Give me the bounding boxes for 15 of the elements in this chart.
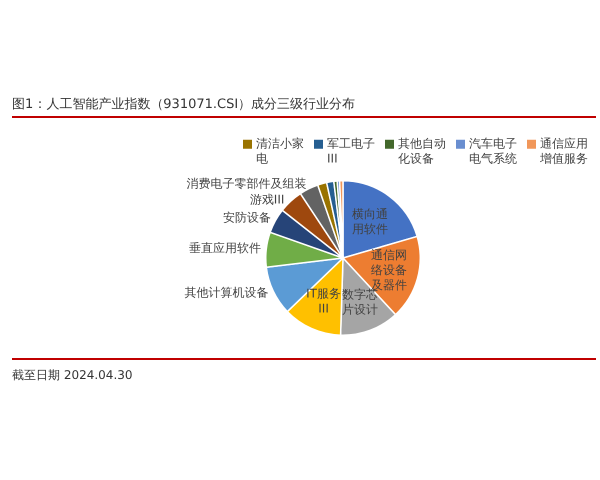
legend-label: 汽车电子电气系统: [469, 136, 517, 166]
legend-label: 军工电子III: [327, 136, 375, 166]
chart-title: 图1：人工智能产业指数（931071.CSI）成分三级行业分布: [12, 96, 596, 118]
text: 截至日期 2024.04.30: [12, 368, 134, 383]
slice-label: IT服务III: [306, 286, 342, 316]
slice-label: 横向通用软件: [352, 206, 388, 236]
slice-label: 其他计算机设备: [184, 285, 269, 300]
slice-label: 垂直应用软件: [189, 241, 262, 256]
slice-label: 消费电子零部件及组装: [186, 176, 307, 190]
legend-label: 其他自动化设备: [398, 136, 446, 166]
slice-label: 游戏III: [250, 192, 284, 206]
legend-label: 通信应用增值服务: [539, 136, 588, 166]
slice-label: 通信网络设备及器件: [371, 248, 408, 292]
legend-label: 清洁小家电: [256, 136, 304, 166]
slice-label: 安防设备: [222, 210, 271, 224]
